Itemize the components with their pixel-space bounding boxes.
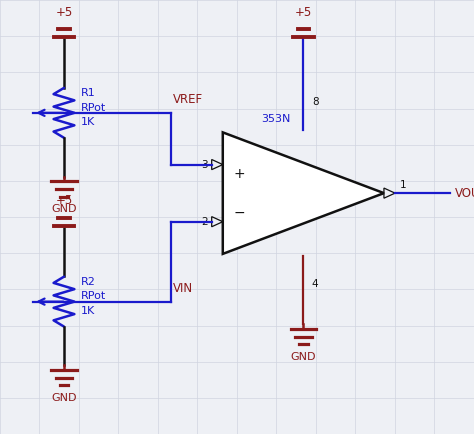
Text: R1: R1: [81, 88, 95, 99]
Text: +5: +5: [295, 6, 312, 19]
Text: +: +: [234, 167, 245, 181]
Text: VIN: VIN: [173, 282, 193, 295]
Text: 4: 4: [312, 279, 319, 289]
Text: 1K: 1K: [81, 117, 95, 128]
Text: RPot: RPot: [81, 102, 106, 113]
Text: VREF: VREF: [173, 93, 203, 106]
Text: 1K: 1K: [81, 306, 95, 316]
Text: +5: +5: [55, 194, 73, 207]
Text: VOUT: VOUT: [455, 187, 474, 200]
Text: GND: GND: [51, 393, 77, 403]
Text: GND: GND: [291, 352, 316, 362]
Text: +5: +5: [55, 6, 73, 19]
Text: 8: 8: [312, 97, 319, 107]
Text: 3: 3: [201, 160, 207, 170]
Text: R2: R2: [81, 277, 95, 287]
Text: 353N: 353N: [261, 114, 290, 124]
Text: RPot: RPot: [81, 291, 106, 302]
Text: −: −: [234, 206, 245, 220]
Text: 1: 1: [399, 180, 406, 191]
Text: GND: GND: [51, 204, 77, 214]
Polygon shape: [223, 132, 384, 254]
Text: 2: 2: [201, 217, 207, 227]
